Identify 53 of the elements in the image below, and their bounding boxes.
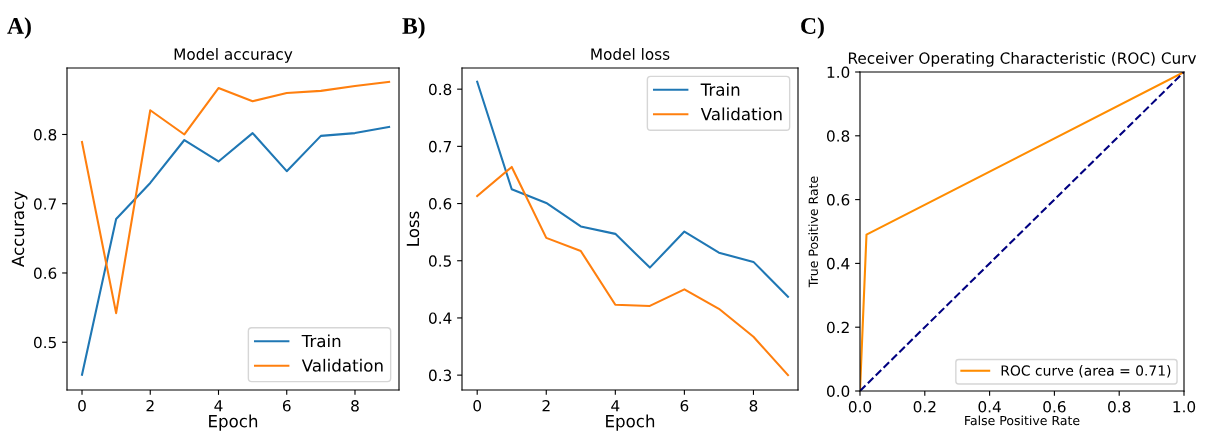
y-tick-label: 0.6 — [826, 194, 850, 206]
x-tick-label: 1.0 — [1173, 400, 1196, 413]
text: A) — [7, 17, 31, 39]
y-tick-label: 0.4 — [428, 312, 452, 324]
x-tick-label: 0 — [473, 399, 482, 412]
x-axis-title: Epoch — [606, 414, 655, 431]
x-tick-label: 0 — [78, 399, 86, 412]
chart-title: Model accuracy — [174, 48, 293, 63]
text: C) — [801, 17, 824, 39]
y-axis-title: Loss — [406, 211, 420, 246]
legend-label: Validation — [700, 107, 782, 121]
x-tick-label: 8 — [749, 399, 758, 412]
y-tick-label: 1.0 — [827, 66, 850, 79]
x-tick-label: 6 — [282, 399, 291, 412]
x-tick-label: 4 — [214, 400, 223, 412]
x-tick-label: 6 — [680, 399, 689, 412]
legend-label: Train — [700, 83, 740, 96]
y-axis-title: True Positive Rate — [808, 176, 818, 288]
text: B) — [402, 17, 425, 39]
y-tick-label: 0.8 — [33, 128, 57, 141]
x-tick-label: 0.8 — [1108, 400, 1131, 413]
y-tick-label: 0.8 — [826, 130, 850, 142]
y-tick-label: 0.3 — [428, 369, 452, 382]
y-tick-label: 0.7 — [33, 198, 56, 210]
y-tick-label: 0.7 — [428, 140, 451, 153]
x-tick-label: 2 — [146, 399, 154, 412]
x-tick-label: 0.6 — [1043, 400, 1066, 413]
y-tick-label: 0.4 — [826, 257, 850, 270]
chart-title: Model loss — [591, 48, 670, 60]
x-tick-label: 0.0 — [848, 400, 872, 413]
line-series — [476, 80, 790, 298]
y-tick-label: 0.8 — [428, 83, 452, 96]
y-tick-label: 0.6 — [428, 198, 452, 210]
line-series — [80, 125, 391, 376]
x-tick-label: 0.2 — [913, 400, 936, 413]
y-tick-label: 0.6 — [33, 267, 57, 279]
legend-label: ROC curve (area = 0.71) — [1001, 365, 1171, 378]
x-tick-label: 2 — [542, 399, 550, 412]
line-series — [80, 80, 391, 315]
y-tick-label: 0.5 — [33, 336, 56, 349]
y-tick-label: 0.5 — [428, 255, 451, 267]
x-tick-label: 8 — [351, 399, 359, 412]
x-tick-label: 4 — [611, 400, 620, 412]
y-tick-label: 0.0 — [826, 385, 850, 398]
line-series — [476, 165, 790, 377]
legend-label: Train — [301, 334, 341, 348]
x-axis-title: False Positive Rate — [965, 415, 1080, 426]
x-tick-label: 0.4 — [978, 400, 1001, 413]
legend-label: Validation — [301, 358, 383, 372]
x-axis-title: Epoch — [209, 414, 258, 431]
y-tick-label: 0.2 — [826, 321, 849, 334]
y-axis-title: Accuracy — [11, 191, 28, 267]
chart-title: Receiver Operating Characteristic (ROC) Curv — [848, 52, 1197, 67]
